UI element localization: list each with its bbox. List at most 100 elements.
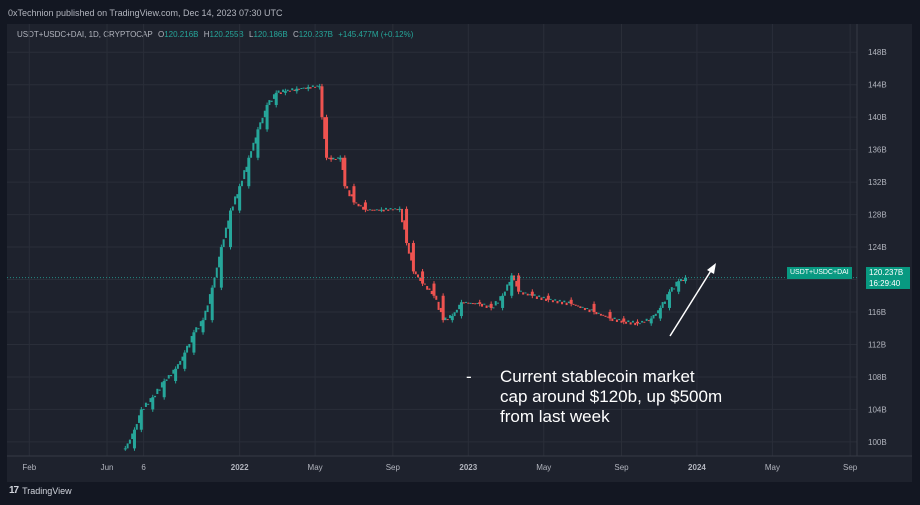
candle-body: [421, 271, 425, 284]
candle-body: [526, 293, 529, 296]
candle-body: [222, 239, 225, 248]
candle-body: [437, 301, 440, 310]
change-value: +145.477M (+0.12%): [338, 30, 414, 39]
candle-body: [139, 409, 143, 430]
candle-body: [254, 137, 257, 144]
y-tick-label: 136B: [868, 146, 887, 155]
candle-body: [590, 309, 593, 311]
candle-body: [382, 209, 385, 212]
price-chart[interactable]: 100B104B108B112B116B120B124B128B132B136B…: [7, 24, 912, 482]
candle-body: [123, 448, 127, 450]
candle-body: [352, 186, 356, 203]
candle-body: [569, 299, 573, 304]
candle-body: [563, 300, 566, 303]
candle-body: [411, 243, 415, 272]
candle-body: [144, 402, 147, 407]
candle-body: [455, 309, 458, 313]
candle-body: [378, 209, 381, 211]
candle-body: [197, 328, 200, 330]
candle-body: [195, 327, 198, 333]
candle-body: [579, 306, 582, 308]
candle-body: [546, 295, 550, 300]
candle-body: [682, 279, 685, 281]
annotation-line-1: Current stablecoin market: [500, 367, 695, 386]
grid-lines: [7, 24, 912, 457]
candle-body: [410, 252, 413, 261]
candle-body: [499, 296, 502, 301]
close-label: C: [292, 30, 299, 39]
candle-body: [462, 302, 465, 304]
candle-body: [439, 307, 442, 313]
candle-body: [190, 336, 193, 343]
candle-body: [629, 322, 632, 325]
candle-body: [389, 208, 392, 210]
x-tick-label: Sep: [386, 463, 401, 472]
candle-body: [192, 332, 196, 353]
candle-body: [647, 320, 650, 322]
candle-body: [428, 288, 431, 290]
candle-body: [597, 312, 600, 314]
candle-body: [302, 87, 305, 89]
symbol-name[interactable]: USDT+USDC+DAI, 1D, CRYPTOCAP: [17, 30, 153, 39]
candle-body: [357, 203, 360, 207]
candle-body: [227, 220, 230, 229]
x-tick-label: 6: [141, 463, 146, 472]
candle-body: [635, 321, 639, 324]
candle-body: [567, 301, 570, 304]
candle-body: [154, 395, 157, 398]
candle-body: [247, 157, 251, 187]
candle-body: [234, 196, 237, 205]
last-price-value: 120.237B: [869, 268, 904, 277]
publish-info: 0xTechnion published on TradingView.com,…: [8, 8, 283, 18]
candle-body: [497, 302, 500, 304]
candle-body: [311, 85, 314, 87]
annotation-arrow-head: [707, 263, 716, 274]
candle-body: [508, 281, 511, 286]
x-tick-label: 2024: [688, 463, 706, 472]
candle-body: [581, 306, 584, 308]
candle-body: [272, 94, 275, 99]
candle-body: [316, 85, 319, 87]
candle-body: [183, 352, 187, 369]
x-tick-label: 2022: [231, 463, 249, 472]
x-tick-label: Sep: [614, 463, 629, 472]
candle-body: [320, 86, 324, 118]
x-axis[interactable]: Feb Jun 6 2022 May Sep 2023 May Sep 2024 May Sep: [22, 463, 857, 472]
x-tick-label: Jun: [101, 463, 114, 472]
candle-body: [483, 303, 486, 305]
candle-body: [673, 288, 676, 290]
bar-countdown: 16:29:40: [869, 279, 901, 288]
tradingview-logo[interactable]: 17 TradingView: [9, 485, 72, 496]
series-layer: [7, 83, 857, 451]
candle-body: [162, 381, 166, 398]
candle-body: [494, 301, 497, 306]
candle-body: [551, 300, 554, 303]
candle-body: [554, 299, 557, 301]
y-tick-label: 116B: [868, 308, 886, 317]
candle-body: [263, 110, 266, 118]
candle-body: [522, 292, 525, 295]
candle-body: [325, 117, 329, 158]
y-axis[interactable]: 100B104B108B112B116B120B124B128B132B136B…: [868, 48, 887, 447]
candle-body: [556, 301, 559, 304]
candle-body: [407, 243, 410, 254]
candle-body: [128, 439, 131, 444]
candle-body: [586, 308, 589, 310]
annotation-text: Current stablecoin market cap around $12…: [500, 367, 800, 427]
candle-body: [446, 319, 449, 321]
candle-body: [538, 295, 541, 297]
candle-body: [529, 294, 532, 296]
candle-body: [595, 312, 598, 315]
candle-body: [318, 86, 322, 88]
candle-body: [224, 227, 227, 238]
candle-body: [151, 397, 155, 410]
candle-body: [363, 202, 367, 210]
candle-body: [684, 277, 688, 282]
candle-body: [343, 157, 347, 187]
candle-body: [268, 100, 271, 105]
candle-body: [645, 318, 648, 321]
candle-body: [458, 304, 461, 310]
candle-body: [158, 389, 161, 391]
candle-body: [577, 305, 580, 307]
candle-body: [165, 379, 168, 381]
